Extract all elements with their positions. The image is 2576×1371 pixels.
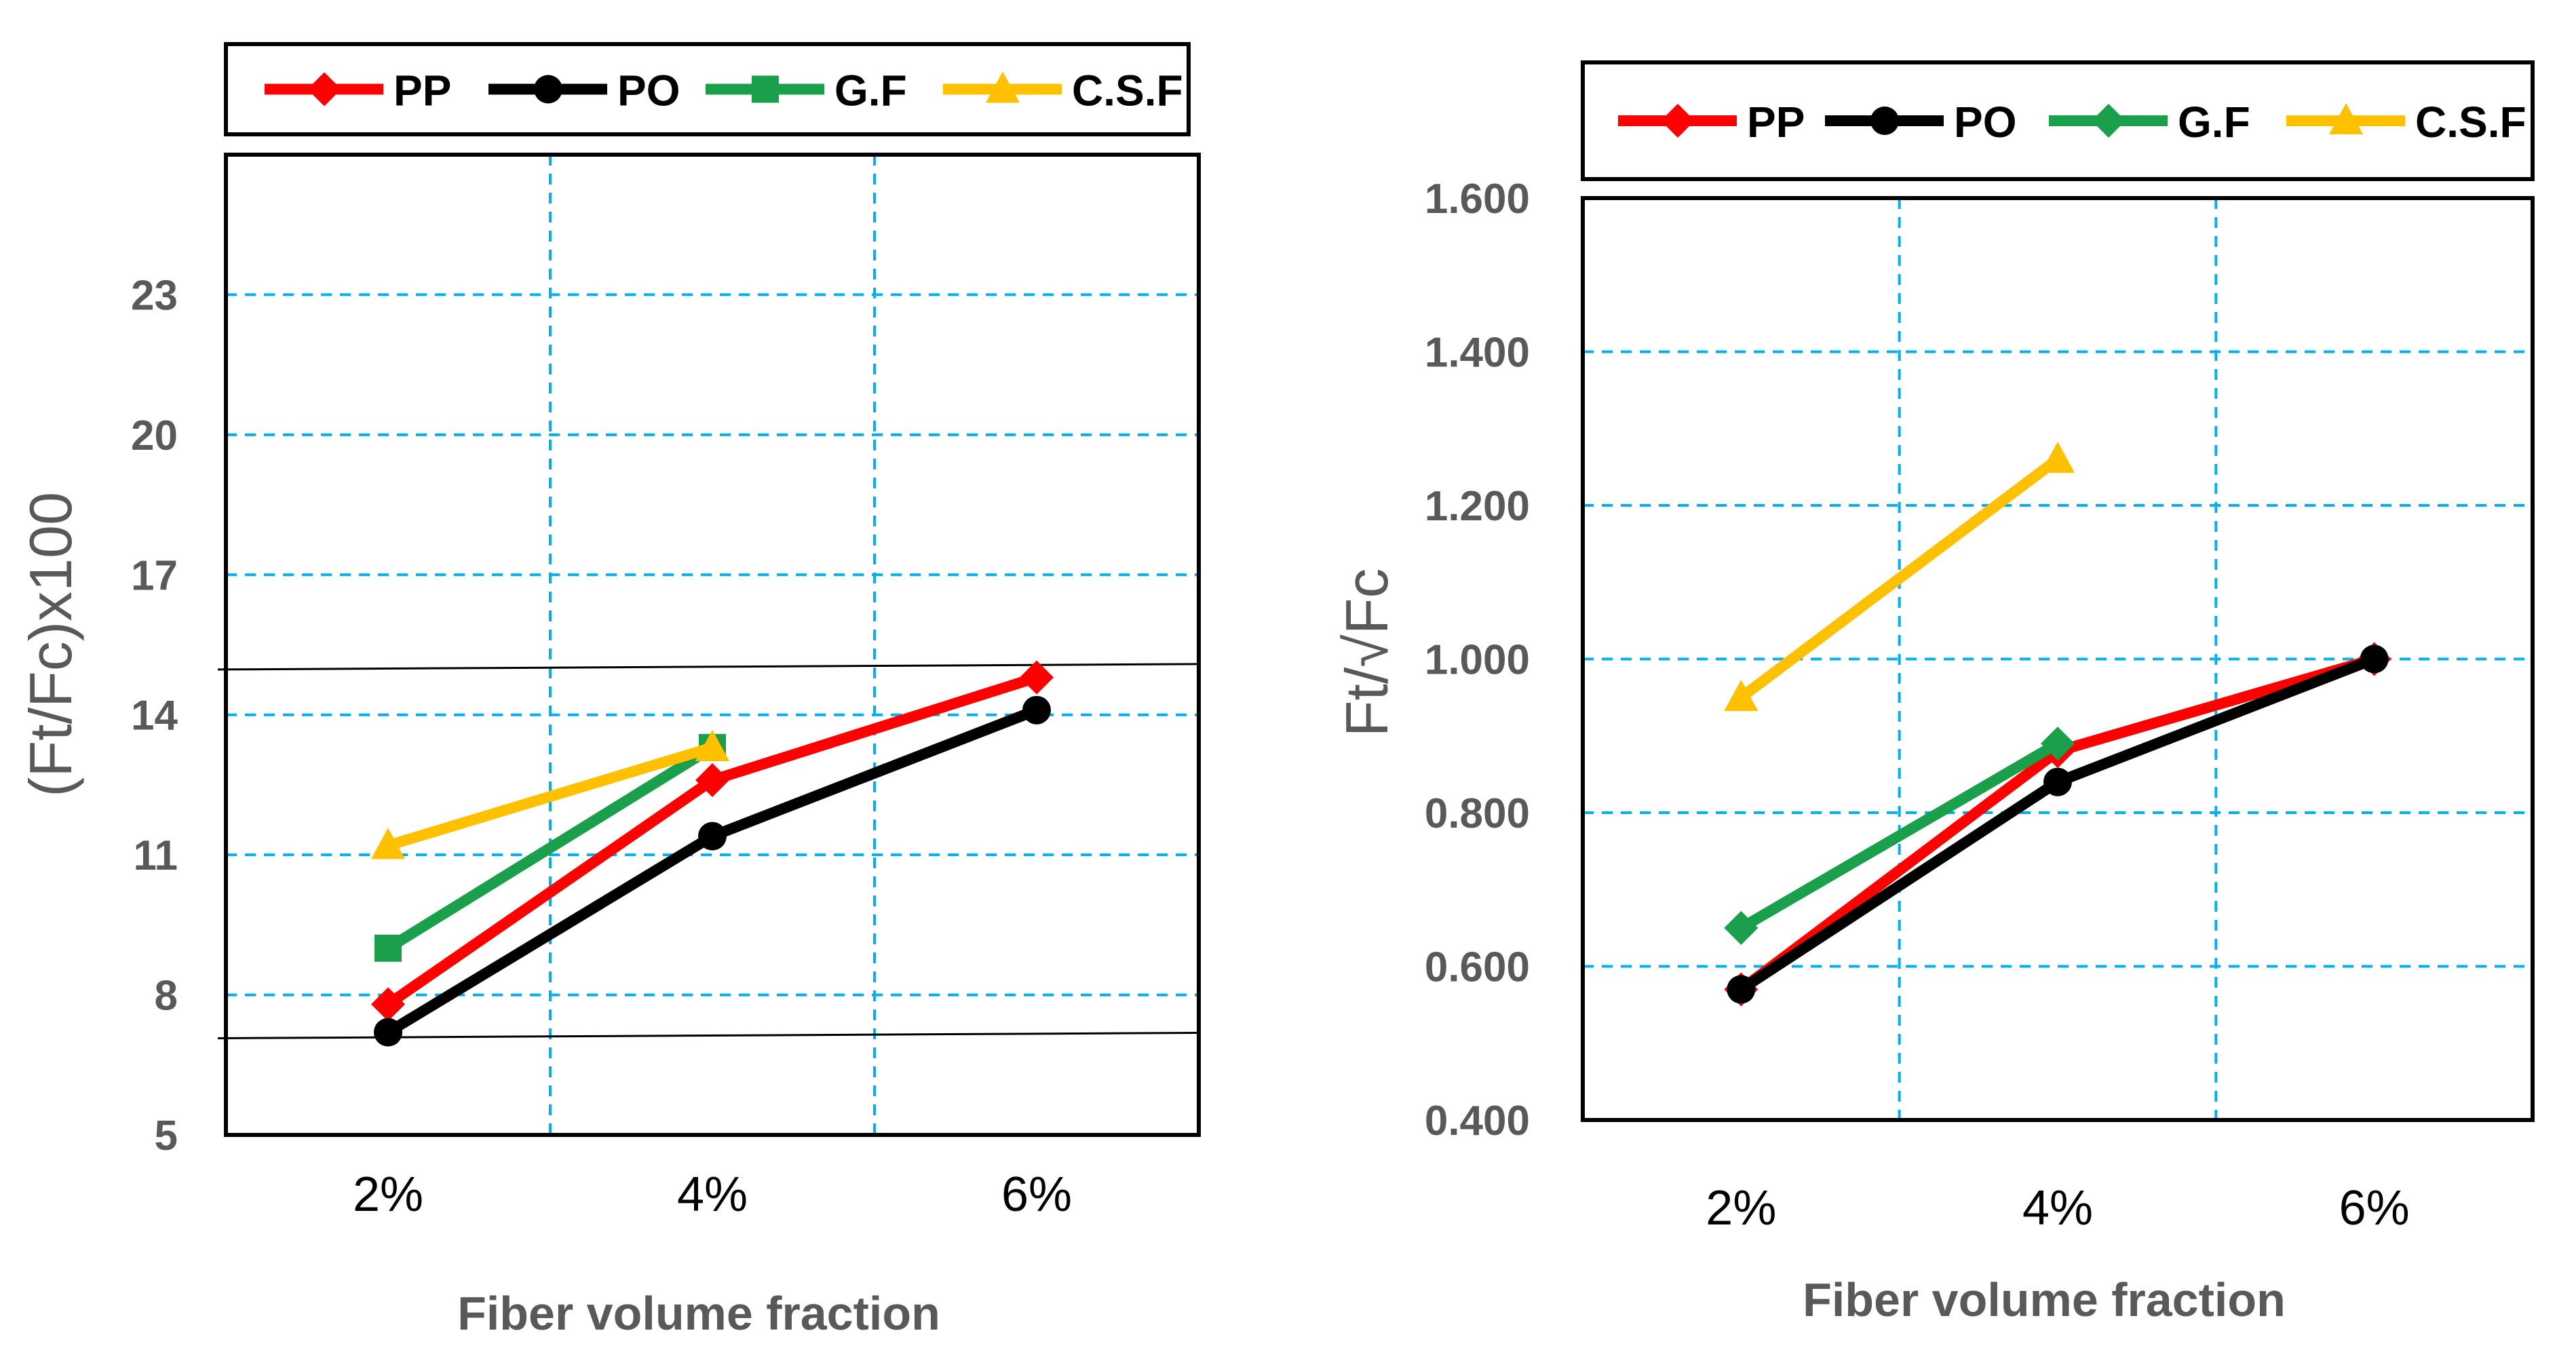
data-point-C.S.F [1724, 680, 1758, 712]
x-axis-title: Fiber volume fraction [1803, 1273, 2286, 1326]
chart-left: 5 8 11 14 17 20 23 2% 4% 6% Fiber volume fraction (… [17, 42, 1201, 1340]
y-tick-label: 1.400 [1425, 330, 1530, 376]
x-tick-label: 4% [2022, 1181, 2093, 1235]
plot-border [1581, 196, 2535, 1122]
y-tick-label: 1.600 [1425, 176, 1530, 223]
y-tick-label: 0.800 [1425, 790, 1530, 837]
y-tick-label: 8 [155, 973, 178, 1020]
legend-marker-G.F [2092, 104, 2126, 138]
legend-marker-PO [534, 75, 562, 104]
y-tick-label: 20 [131, 412, 178, 459]
data-point-C.S.F [2041, 442, 2075, 474]
data-point-PO [1727, 975, 1756, 1004]
legend-label: PO [617, 66, 680, 115]
y-tick-label: 5 [155, 1113, 178, 1159]
legend-marker-C.S.F [2329, 103, 2363, 134]
legend-marker-PP [1661, 104, 1695, 138]
x-tick-label: 6% [2339, 1181, 2410, 1235]
data-point-PO [374, 1018, 402, 1047]
legend-label: C.S.F [2415, 98, 2526, 147]
legend-marker-C.S.F [986, 71, 1020, 103]
data-point-C.S.F [695, 729, 729, 761]
legend-label: PO [1954, 98, 2016, 147]
x-tick-label: 2% [1706, 1181, 1776, 1235]
x-axis-title: Fiber volume fraction [457, 1287, 940, 1340]
data-point-G.F [374, 934, 402, 962]
data-point-PP [1020, 660, 1054, 695]
plot-border [224, 153, 1201, 1137]
legend-marker-G.F [752, 75, 779, 103]
data-point-PP [371, 987, 405, 1022]
legend-marker-PO [1870, 107, 1899, 135]
data-point-C.S.F [371, 828, 405, 860]
data-point-PO [1022, 695, 1051, 725]
y-axis-title: Ft/√Fc [1333, 568, 1400, 737]
series-line-G.F [1735, 738, 2063, 933]
data-point-PO [2043, 767, 2072, 796]
legend-marker-PP [307, 72, 341, 107]
data-point-PO [698, 822, 727, 851]
legend-label: G.F [2178, 98, 2250, 147]
series-line-C.S.F [1735, 454, 2063, 703]
data-point-G.F [2041, 727, 2075, 761]
y-tick-label: 1.000 [1425, 637, 1530, 684]
legend-label: PP [1747, 98, 1805, 147]
y-tick-label: 17 [131, 552, 178, 599]
chart-right: 0.400 0.600 0.800 1.000 1.200 1.400 1.600 2% 4% 6… [1333, 60, 2535, 1326]
y-tick-label: 0.400 [1425, 1098, 1530, 1144]
legend-label: PP [393, 66, 451, 115]
legend-label: C.S.F [1072, 66, 1183, 115]
plot-area [226, 155, 1199, 1135]
x-tick-label: 2% [353, 1167, 423, 1222]
y-tick-label: 23 [131, 272, 178, 319]
y-tick-label: 0.600 [1425, 944, 1530, 991]
data-point-PP [695, 763, 729, 798]
y-tick-label: 1.200 [1425, 483, 1530, 530]
legend-label: G.F [834, 66, 907, 115]
y-axis-title: (Ft/Fc)x100 [17, 492, 84, 797]
data-point-G.F [1724, 910, 1758, 945]
series-line-G.F [383, 741, 718, 954]
data-point-PO [2360, 644, 2389, 674]
series-line-C.S.F [383, 741, 718, 851]
x-tick-label: 4% [677, 1167, 748, 1222]
y-tick-label: 14 [131, 693, 178, 739]
x-tick-label: 6% [1001, 1167, 1072, 1222]
y-tick-label: 11 [133, 832, 178, 879]
